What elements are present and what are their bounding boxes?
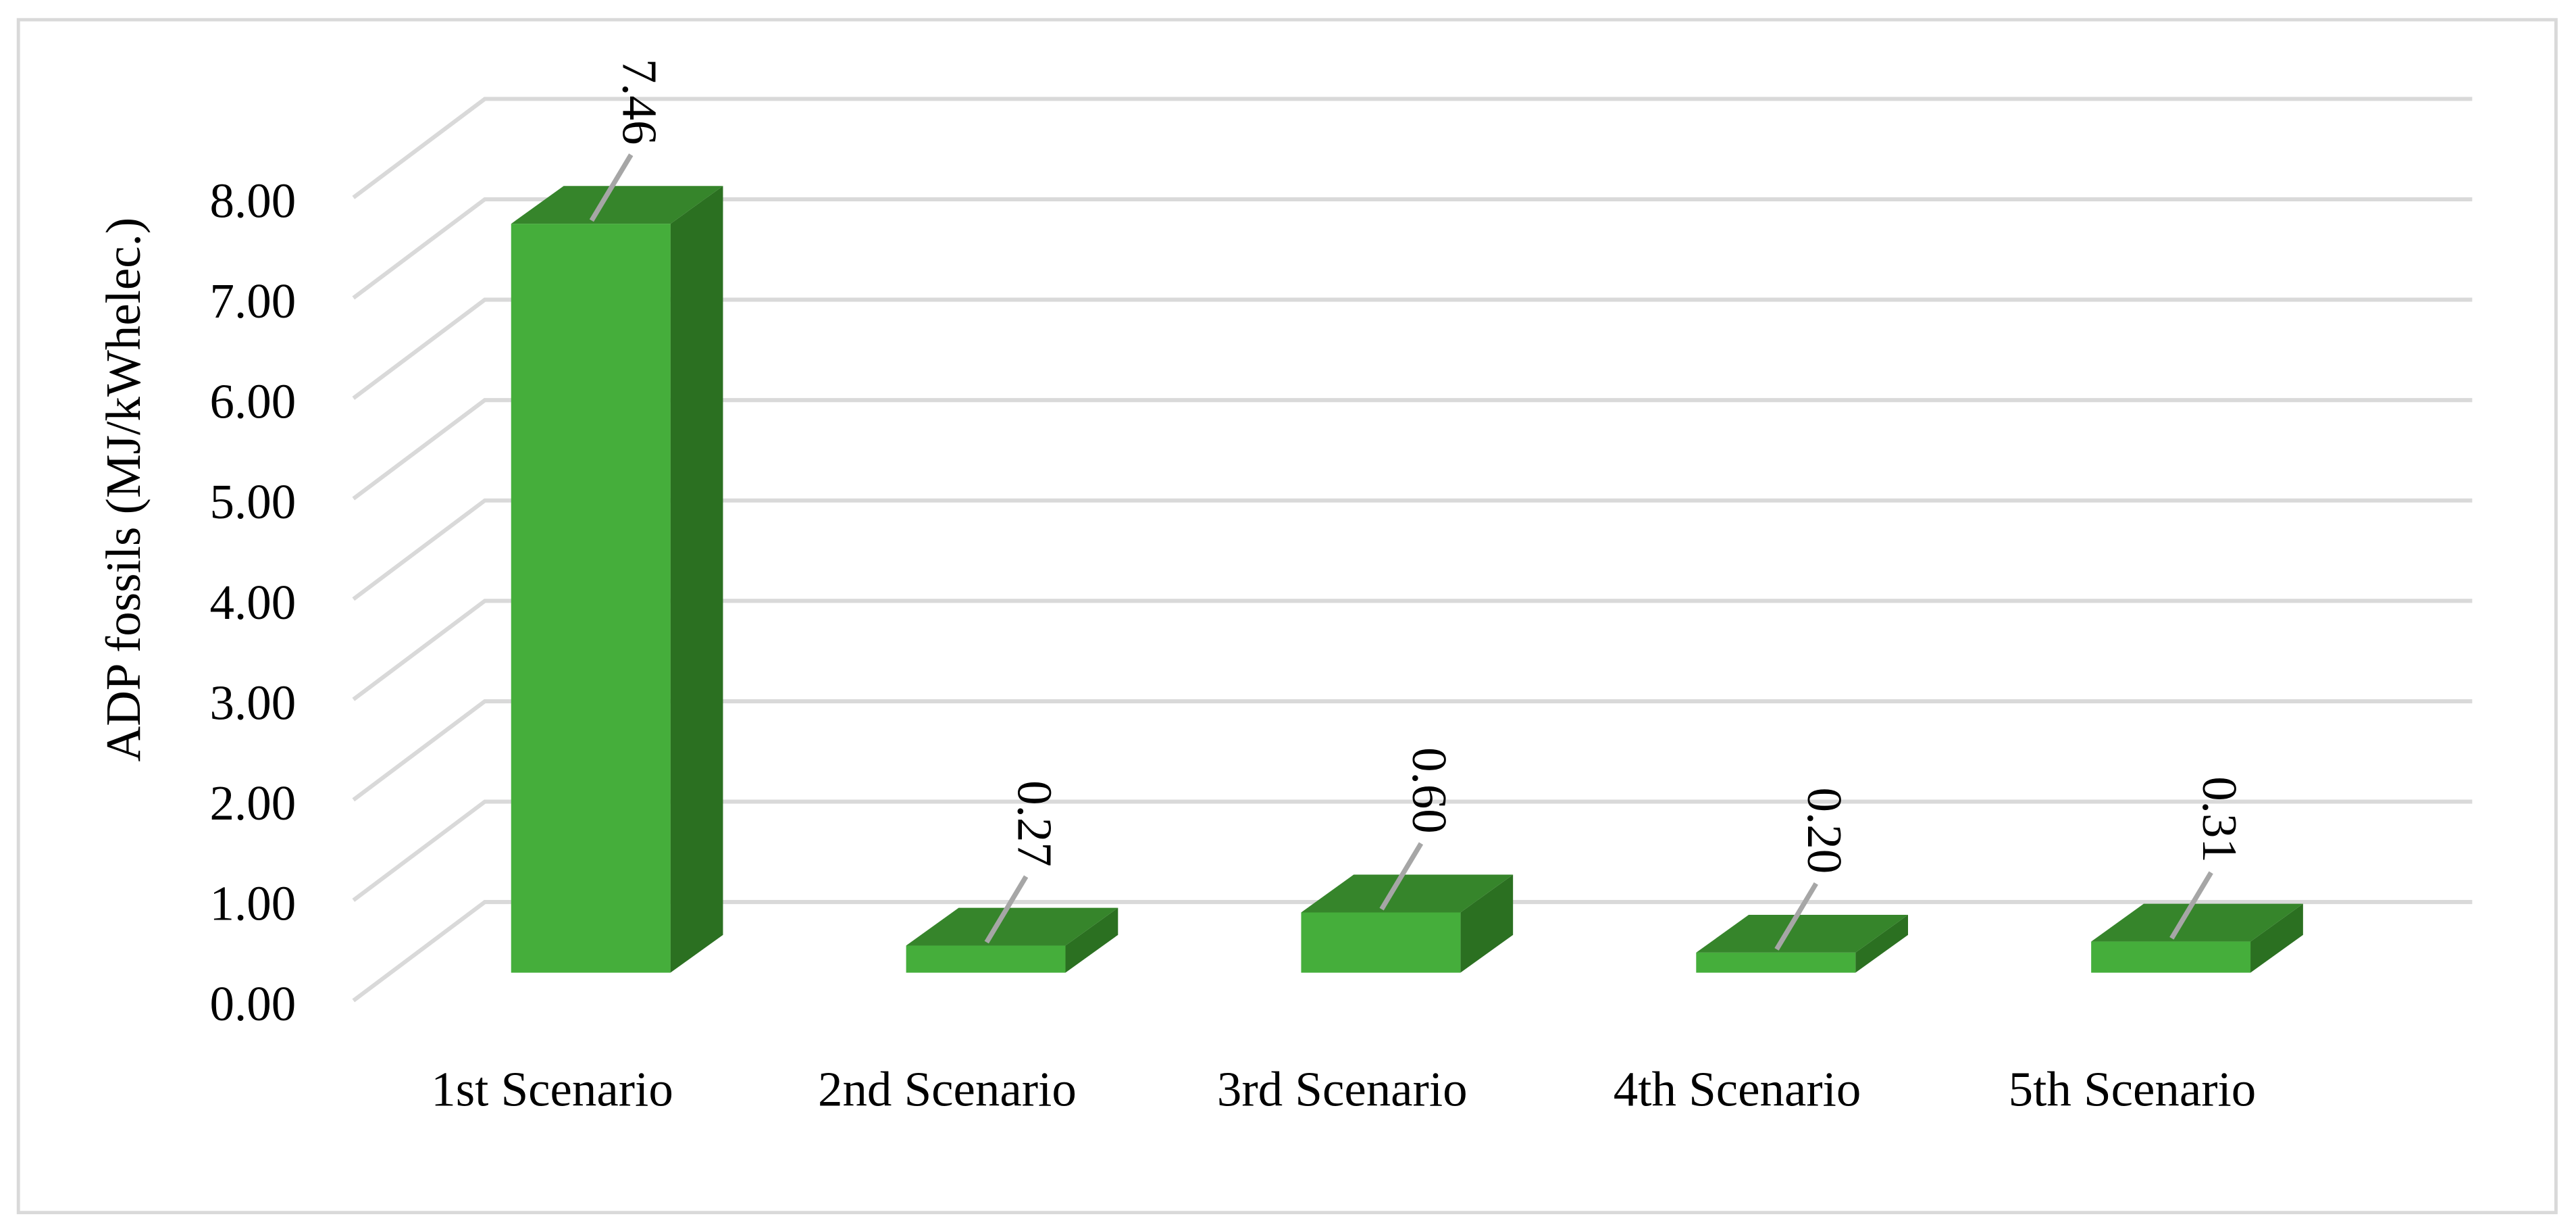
data-label: 0.20 — [1797, 788, 1852, 874]
data-label-leader — [1774, 882, 1818, 951]
data-label: 0.27 — [1007, 780, 1062, 867]
bar-5: 0.31 — [2091, 776, 2303, 973]
bar-top — [2091, 903, 2303, 942]
bar-side — [1855, 914, 1909, 973]
bar-3: 0.60 — [1301, 747, 1514, 973]
bar-top — [1301, 874, 1514, 913]
gridline — [352, 498, 2473, 601]
y-tick-labels: 0.00 1.00 2.00 3.00 4.00 5.00 6.00 7.00 8.00 — [210, 173, 297, 1031]
y-tick-label: 1.00 — [210, 876, 297, 931]
y-tick-label: 5.00 — [210, 474, 297, 529]
bar-front — [1301, 912, 1461, 973]
x-tick-label: 3rd Scenario — [1217, 1062, 1468, 1117]
y-tick-label: 2.00 — [210, 776, 297, 830]
bar-front — [1696, 952, 1856, 973]
data-label: 7.46 — [612, 59, 667, 145]
x-tick-label: 1st Scenario — [431, 1062, 673, 1117]
bar-top — [1696, 914, 1909, 953]
gridline — [352, 398, 2473, 501]
y-tick-label: 7.00 — [210, 274, 297, 328]
bar-1: 7.46 — [511, 59, 723, 973]
data-label: 0.60 — [1402, 747, 1457, 834]
data-label-leader — [984, 875, 1029, 944]
bar-front — [2091, 941, 2251, 973]
bar-side — [1460, 874, 1514, 973]
y-axis-title: ADP fossils (MJ/kWhelec.) — [96, 218, 151, 762]
bar-top — [511, 186, 723, 224]
bar-top — [906, 907, 1118, 946]
bar-front — [906, 945, 1066, 973]
gridline — [352, 799, 2473, 902]
y-tick-label: 6.00 — [210, 374, 297, 429]
data-label-leader — [589, 153, 634, 222]
y-tick-label: 3.00 — [210, 675, 297, 730]
data-label-leader — [1379, 842, 1424, 911]
x-tick-labels: 1st Scenario 2nd Scenario 3rd Scenario 4th … — [431, 1062, 2256, 1117]
chart-border — [16, 18, 2558, 1215]
gridline — [352, 699, 2473, 802]
gridline — [352, 97, 2473, 199]
data-label: 0.31 — [2192, 776, 2247, 863]
gridline — [352, 599, 2473, 701]
bar-side — [1065, 907, 1118, 973]
y-tick-label: 0.00 — [210, 976, 297, 1031]
data-label-leader — [2169, 871, 2213, 940]
x-tick-label: 2nd Scenario — [818, 1062, 1077, 1117]
y-tick-label: 8.00 — [210, 173, 297, 228]
bar-4: 0.20 — [1696, 788, 1909, 973]
y-tick-label: 4.00 — [210, 575, 297, 630]
bar-side — [2250, 903, 2303, 973]
bar-side — [670, 186, 723, 973]
gridline — [352, 900, 2473, 1003]
x-tick-label: 5th Scenario — [2009, 1062, 2257, 1117]
gridline — [352, 297, 2473, 400]
bars: 7.46 0.27 0.60 0.20 0.31 — [511, 59, 2303, 973]
bar-front — [511, 224, 671, 973]
gridline — [352, 197, 2473, 300]
x-tick-label: 4th Scenario — [1614, 1062, 1861, 1117]
bar-2: 0.27 — [906, 780, 1118, 973]
gridlines — [352, 97, 2473, 1003]
